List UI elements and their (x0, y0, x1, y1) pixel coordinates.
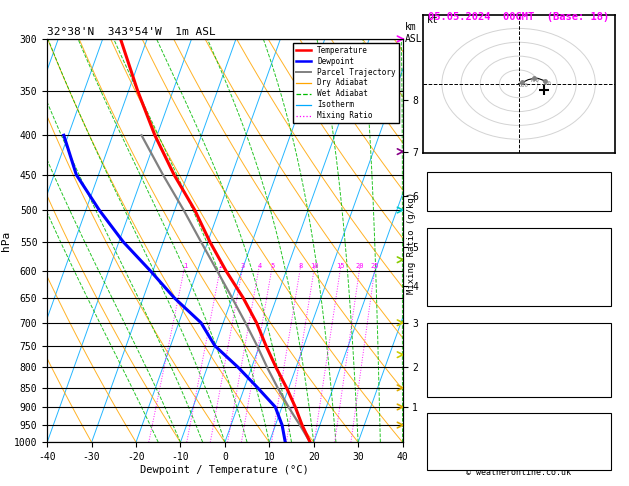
Text: 290°: 290° (584, 449, 605, 458)
Legend: Temperature, Dewpoint, Parcel Trajectory, Dry Adiabat, Wet Adiabat, Isotherm, Mi: Temperature, Dewpoint, Parcel Trajectory… (292, 43, 399, 123)
Text: ASL: ASL (404, 34, 422, 44)
Text: θᵏ(K): θᵏ(K) (434, 262, 460, 272)
Text: Lifted Index: Lifted Index (434, 362, 497, 370)
Text: Most Unstable: Most Unstable (484, 325, 553, 333)
Text: 1.99: 1.99 (584, 200, 605, 209)
Text: StmDir: StmDir (434, 449, 465, 458)
Text: Mixing Ratio (g/kg): Mixing Ratio (g/kg) (408, 192, 416, 294)
Text: 1019: 1019 (584, 337, 605, 346)
FancyBboxPatch shape (426, 227, 611, 306)
Text: Pressure (mb): Pressure (mb) (434, 337, 503, 346)
Text: 0: 0 (599, 386, 605, 395)
Y-axis label: hPa: hPa (1, 230, 11, 251)
Text: 1: 1 (183, 263, 187, 269)
Text: 13.6: 13.6 (584, 251, 605, 260)
Text: CAPE (J): CAPE (J) (434, 374, 476, 382)
Text: 500: 500 (518, 83, 528, 87)
Text: PW (cm): PW (cm) (434, 200, 471, 209)
Text: 10: 10 (311, 263, 319, 269)
Text: Surface: Surface (500, 229, 537, 238)
Text: © weatheronline.co.uk: © weatheronline.co.uk (466, 468, 571, 477)
Text: LCL: LCL (431, 52, 447, 61)
Text: Dewp (°C): Dewp (°C) (434, 251, 481, 260)
Text: 3: 3 (241, 263, 245, 269)
Text: 20: 20 (356, 263, 364, 269)
Text: 4: 4 (599, 362, 605, 370)
Text: 0: 0 (599, 285, 605, 294)
Text: StmSpd (kt): StmSpd (kt) (434, 460, 492, 469)
Text: 25: 25 (371, 263, 379, 269)
Text: SREH: SREH (434, 437, 455, 446)
Text: 0: 0 (599, 374, 605, 382)
Text: Hodograph: Hodograph (495, 414, 542, 423)
Text: Totals Totals: Totals Totals (434, 187, 503, 196)
Text: 19.2: 19.2 (584, 240, 605, 249)
Text: Temp (°C): Temp (°C) (434, 240, 481, 249)
Text: 15: 15 (337, 263, 345, 269)
Text: 4: 4 (257, 263, 262, 269)
FancyBboxPatch shape (426, 323, 611, 397)
Text: θᵏ (K): θᵏ (K) (434, 349, 465, 358)
Text: K: K (434, 174, 440, 183)
Text: 318: 318 (589, 262, 605, 272)
Text: CAPE (J): CAPE (J) (434, 285, 476, 294)
Text: 2: 2 (219, 263, 223, 269)
Text: Lifted Index: Lifted Index (434, 274, 497, 283)
Text: 33: 33 (594, 187, 605, 196)
Text: -0: -0 (594, 426, 605, 435)
Text: CIN (J): CIN (J) (434, 296, 471, 305)
Text: 8: 8 (299, 263, 303, 269)
FancyBboxPatch shape (426, 172, 611, 211)
Text: 700: 700 (530, 78, 540, 84)
X-axis label: Dewpoint / Temperature (°C): Dewpoint / Temperature (°C) (140, 465, 309, 475)
Text: 9: 9 (599, 174, 605, 183)
Text: EH: EH (434, 426, 445, 435)
Text: 14: 14 (594, 460, 605, 469)
Text: 7: 7 (599, 437, 605, 446)
Text: 318: 318 (589, 349, 605, 358)
Text: 32°38'N  343°54'W  1m ASL: 32°38'N 343°54'W 1m ASL (47, 27, 216, 37)
Text: km: km (404, 21, 416, 32)
Text: 0: 0 (599, 296, 605, 305)
Text: 5: 5 (270, 263, 274, 269)
Text: CIN (J): CIN (J) (434, 386, 471, 395)
FancyBboxPatch shape (426, 413, 611, 470)
Text: kt: kt (426, 15, 438, 25)
Text: 05.05.2024  00GMT  (Base: 18): 05.05.2024 00GMT (Base: 18) (428, 12, 609, 22)
Text: 4: 4 (599, 274, 605, 283)
Text: 300: 300 (542, 81, 552, 86)
